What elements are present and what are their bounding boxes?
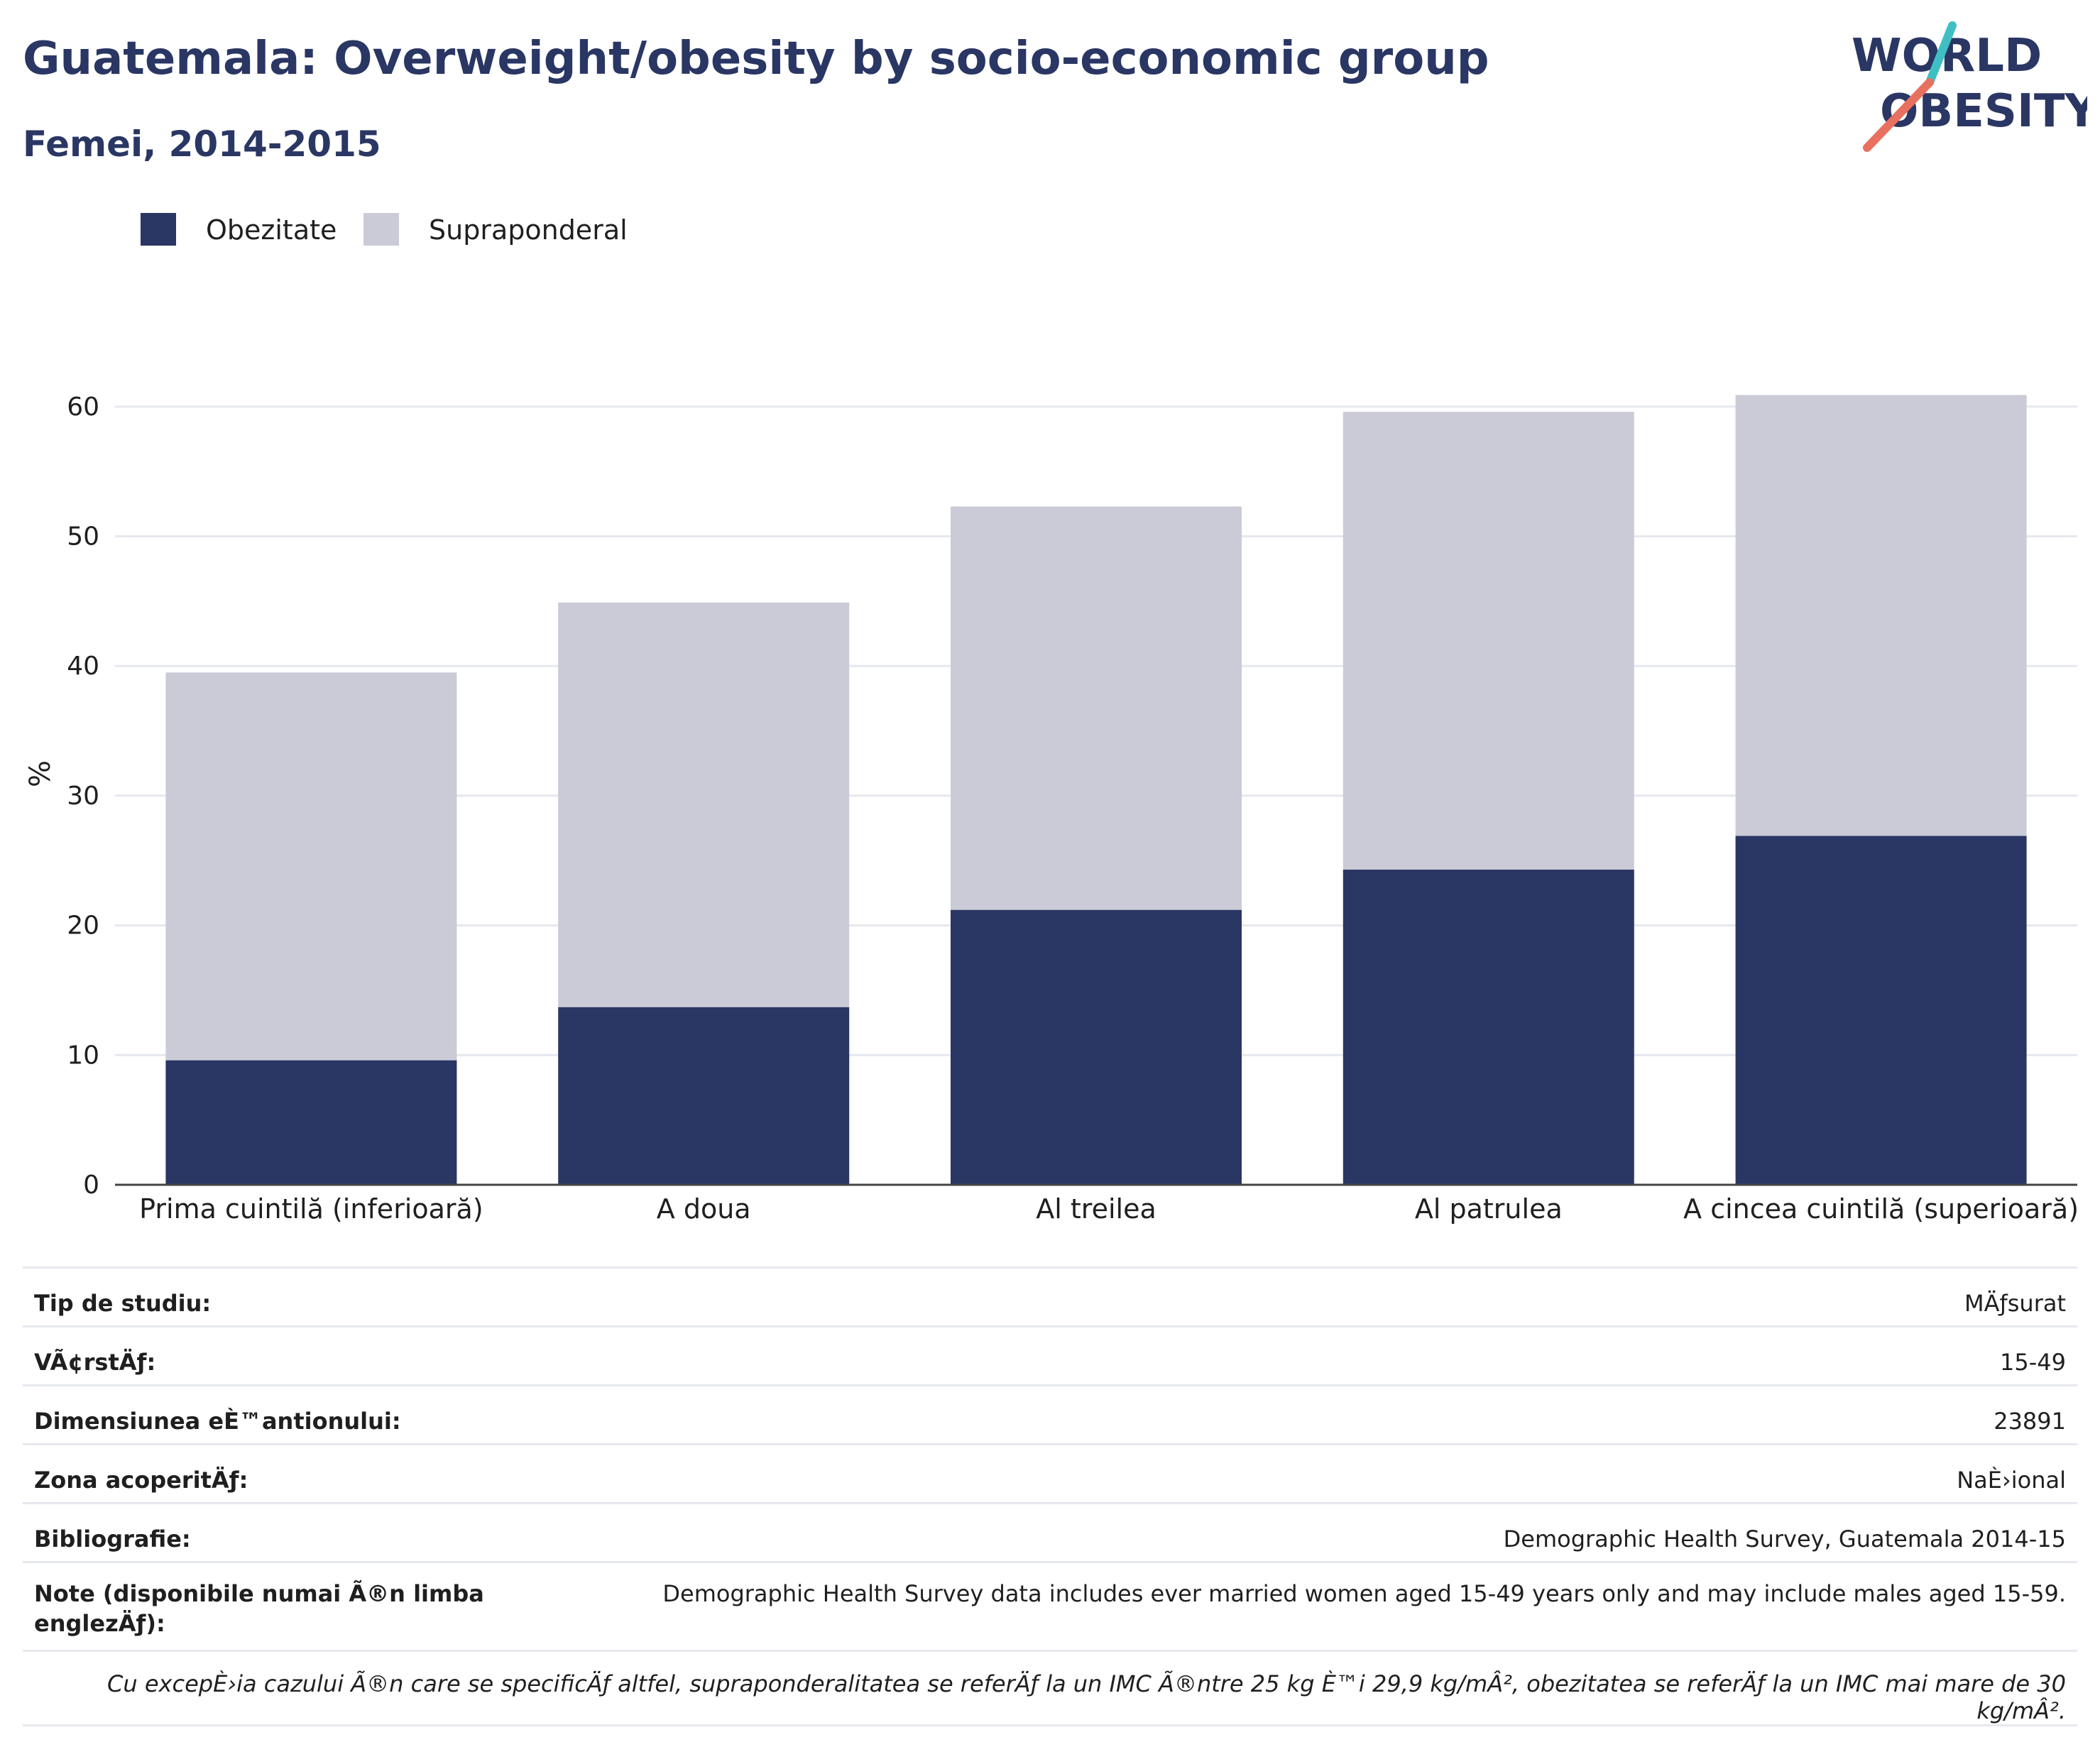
x-tick-label: A doua <box>657 1193 751 1225</box>
info-value: MÄƒsurat <box>500 1266 2077 1327</box>
info-key: Zona acoperitÄƒ: <box>23 1443 500 1504</box>
info-row: Bibliografie: Demographic Health Survey, … <box>23 1502 2077 1562</box>
bar-overweight <box>1342 412 1634 870</box>
bar-overweight <box>165 672 457 1061</box>
y-tick-label: 30 <box>67 782 99 811</box>
chart-subtitle: Femei, 2014-2015 <box>23 124 381 165</box>
legend-swatch-obesity <box>141 213 176 246</box>
info-row: Zona acoperitÄƒ: NaÈ›ional <box>23 1443 2077 1504</box>
bar-obesity <box>558 1007 850 1185</box>
logo-teal-stroke <box>1925 21 1957 87</box>
x-tick-label: Al treilea <box>1036 1193 1156 1225</box>
notes-key: Note (disponibile numai Ã®n limba englez… <box>23 1561 500 1651</box>
info-row: Tip de studiu: MÄƒsurat <box>23 1266 2077 1327</box>
info-key: Bibliografie: <box>23 1502 500 1562</box>
info-value: Demographic Health Survey, Guatemala 201… <box>500 1502 2077 1562</box>
y-tick-label: 10 <box>67 1041 99 1070</box>
info-key: Dimensiunea eÈ™antionului: <box>23 1384 500 1445</box>
legend-swatch-overweight <box>363 213 399 246</box>
y-tick-label: 50 <box>67 522 99 552</box>
x-tick-label: Prima cuintilă (inferioară) <box>139 1193 483 1225</box>
world-obesity-logo: WORLD OBESITY <box>1852 21 2087 152</box>
x-tick-label: Al patrulea <box>1415 1193 1563 1225</box>
bar-overweight <box>951 506 1242 910</box>
info-value: 15-49 <box>500 1325 2077 1386</box>
y-tick-label: 40 <box>67 652 99 681</box>
bar-obesity <box>1735 836 2027 1185</box>
y-axis-label: % <box>24 760 57 787</box>
info-key: VÃ¢rstÄƒ: <box>23 1325 500 1386</box>
info-key: Tip de studiu: <box>23 1266 500 1327</box>
bar-obesity <box>165 1060 457 1185</box>
y-tick-label: 60 <box>67 393 99 422</box>
x-tick-label: A cincea cuintilă (superioară) <box>1683 1193 2079 1225</box>
info-row: Dimensiunea eÈ™antionului: 23891 <box>23 1384 2077 1445</box>
info-row: VÃ¢rstÄƒ: 15-49 <box>23 1325 2077 1386</box>
study-info-table: Tip de studiu: MÄƒsurat VÃ¢rstÄƒ: 15-49 Dime… <box>23 1266 2077 1726</box>
chart-title: Guatemala: Overweight/obesity by socio-e… <box>23 33 1489 85</box>
legend-label-obesity: Obezitate <box>206 214 337 246</box>
info-value: 23891 <box>500 1384 2077 1445</box>
y-tick-label: 20 <box>67 911 99 941</box>
footnote: Cu excepÈ›ia cazului Ã®n care se specifi… <box>23 1650 2077 1726</box>
legend-label-overweight: Supraponderal <box>429 214 628 246</box>
footnote-row: Cu excepÈ›ia cazului Ã®n care se specifi… <box>23 1650 2077 1726</box>
info-row-notes: Note (disponibile numai Ã®n limba englez… <box>23 1561 2077 1651</box>
bar-obesity <box>1342 870 1634 1185</box>
info-value: NaÈ›ional <box>500 1443 2077 1504</box>
notes-value: Demographic Health Survey data includes … <box>500 1561 2077 1651</box>
bar-overweight <box>558 602 850 1007</box>
bar-overweight <box>1735 395 2027 836</box>
bar-obesity <box>951 909 1242 1185</box>
y-tick-label: 0 <box>83 1171 99 1200</box>
bar-chart: 0 10 20 30 40 50 60% Prima cuintilă (inferioară… <box>24 393 2079 1225</box>
logo-coral-stroke <box>1863 78 1934 152</box>
